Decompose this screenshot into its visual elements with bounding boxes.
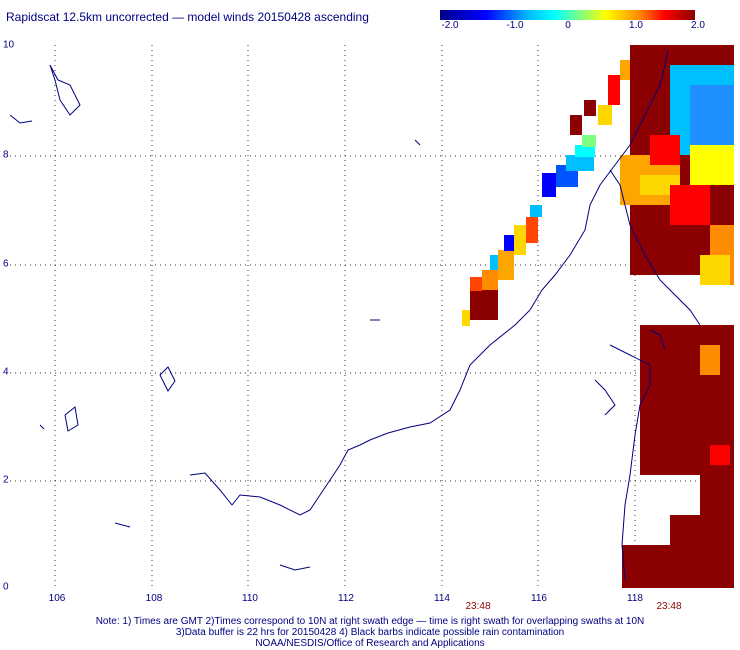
coastlines: [10, 49, 701, 581]
x-tick-label: 112: [338, 593, 354, 604]
colorbar-label: 1.0: [629, 20, 643, 31]
grid-lines: [10, 45, 734, 588]
y-tick-label: 10: [3, 39, 15, 51]
x-tick-label: 118: [627, 593, 643, 604]
colorbar-label: -2.0: [441, 20, 459, 31]
y-tick-label: 4: [3, 366, 9, 378]
x-tick-label: 116: [531, 593, 547, 604]
colorbar-label: -1.0: [506, 20, 524, 31]
footnote-line-1: Note: 1) Times are GMT 2)Times correspon…: [95, 616, 645, 627]
swath-time-label: 23:48: [656, 601, 682, 612]
y-tick-label: 2: [3, 474, 9, 486]
y-tick-label: 6: [3, 258, 9, 270]
x-tick-label: 108: [145, 593, 163, 604]
colorbar: [440, 10, 695, 20]
y-tick-label: 8: [3, 149, 9, 161]
wind-swath-west: [462, 60, 632, 326]
map-title: Rapidscat 12.5km uncorrected — model win…: [6, 10, 369, 24]
colorbar-gradient: [440, 10, 695, 20]
wind-swath-east: [620, 45, 734, 588]
x-tick-label: 110: [242, 593, 258, 604]
map-plot: [10, 45, 734, 588]
y-tick-label: 0: [3, 581, 9, 593]
x-tick-label: 114: [434, 593, 450, 604]
footnote-line-2: 3)Data buffer is 22 hrs for 20150428 4) …: [175, 627, 565, 638]
footnote-line-3: NOAA/NESDIS/Office of Research and Appli…: [255, 638, 485, 649]
x-tick-label: 106: [48, 593, 66, 604]
colorbar-label: 2.0: [691, 20, 705, 31]
swath-time-label: 23:48: [465, 601, 491, 612]
colorbar-label: 0: [565, 20, 571, 31]
